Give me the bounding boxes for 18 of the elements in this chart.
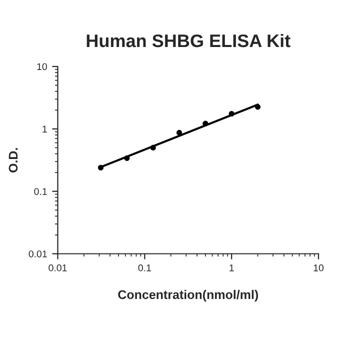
x-tick-label: 0.1 — [138, 264, 151, 272]
x-tick-label: 0.01 — [48, 264, 67, 272]
y-tick-label: 0.01 — [28, 250, 47, 258]
point — [98, 164, 104, 170]
point — [254, 104, 261, 110]
x-axis-title: Concentration(nmol/ml) — [118, 290, 258, 302]
point — [176, 130, 182, 136]
point — [124, 155, 130, 161]
y-tick-label: 10 — [37, 63, 47, 70]
y-tick-label: 0.1 — [34, 188, 47, 195]
x-tick-label: 10 — [314, 264, 324, 272]
point — [202, 120, 208, 126]
y-tick-label: 1 — [42, 126, 47, 132]
point — [228, 110, 234, 117]
point — [150, 144, 156, 150]
chart-title: Human SHBG ELISA Kit — [86, 34, 290, 48]
x-tick-label: 1 — [230, 264, 234, 272]
y-axis-title: O.D. — [8, 148, 18, 172]
